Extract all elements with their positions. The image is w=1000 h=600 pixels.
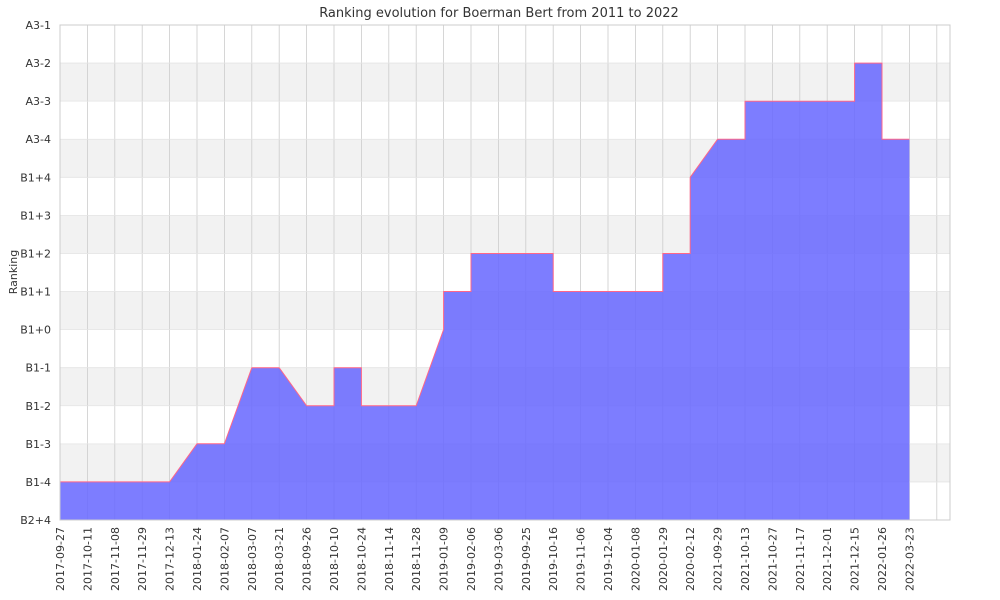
x-tick-label: 2021-09-29 <box>712 527 725 591</box>
x-tick-label: 2021-10-27 <box>766 527 779 591</box>
x-tick-label: 2021-10-13 <box>739 527 752 591</box>
chart-title: Ranking evolution for Boerman Bert from … <box>319 6 679 21</box>
x-tick-label: 2019-01-09 <box>438 527 451 591</box>
x-tick-label: 2017-09-27 <box>54 527 67 591</box>
x-tick-label: 2020-01-29 <box>657 527 670 591</box>
x-tick-label: 2018-03-07 <box>246 527 259 591</box>
band-row <box>60 63 950 102</box>
x-tick-label: 2018-11-28 <box>410 527 423 591</box>
x-tick-label: 2017-12-13 <box>164 527 177 591</box>
y-tick-label: A3-4 <box>26 133 52 146</box>
x-tick-label: 2018-02-07 <box>218 527 231 591</box>
x-tick-label: 2018-09-26 <box>301 527 314 591</box>
x-tick-label: 2020-01-08 <box>629 527 642 591</box>
plot-border <box>59 24 951 521</box>
x-tick-label: 2019-10-16 <box>547 527 560 591</box>
x-tick-label: 2019-03-06 <box>492 527 505 591</box>
y-tick-label: B1-1 <box>25 362 51 375</box>
x-tick-label: 2019-09-25 <box>520 527 533 591</box>
y-tick-label: B1+3 <box>20 209 51 222</box>
y-axis-ticks: B2+4 B1-4 B1-3 B1-2 B1-1 B1+0 B1+1 B1+2 B1+3 B1+4… <box>20 19 51 527</box>
ranking-area <box>60 63 910 520</box>
x-tick-label: 2018-01-24 <box>191 527 204 591</box>
y-tick-label: B1-4 <box>25 476 51 489</box>
x-tick-label: 2018-10-24 <box>355 527 368 591</box>
y-tick-label: B1-3 <box>25 438 51 451</box>
x-tick-label: 2017-11-29 <box>136 527 149 591</box>
x-axis-ticks: 2017-09-27 2017-10-11 2017-11-08 2017-11-29… <box>54 527 916 591</box>
y-tick-label: B1-2 <box>25 400 51 413</box>
x-tick-label: 2022-01-26 <box>876 527 889 591</box>
x-tick-label: 2021-12-01 <box>821 527 834 591</box>
y-tick-label: B1+4 <box>20 171 51 184</box>
x-tick-label: 2020-02-12 <box>684 527 697 591</box>
x-tick-label: 2018-11-14 <box>383 527 396 591</box>
y-tick-label: B2+4 <box>20 514 51 527</box>
x-tick-label: 2022-03-23 <box>903 527 916 591</box>
y-tick-label: A3-3 <box>26 95 52 108</box>
x-tick-label: 2018-10-10 <box>328 527 341 591</box>
x-tick-label: 2019-12-04 <box>602 527 615 591</box>
ranking-line <box>60 62 910 483</box>
x-tick-label: 2021-12-15 <box>849 527 862 591</box>
y-tick-label: B1+1 <box>20 286 51 299</box>
y-axis-label: Ranking <box>7 250 20 295</box>
y-tick-label: A3-1 <box>26 19 52 32</box>
y-tick-label: B1+0 <box>20 324 51 337</box>
y-tick-label: A3-2 <box>26 57 52 70</box>
x-tick-label: 2018-03-21 <box>273 527 286 591</box>
x-tick-label: 2017-11-08 <box>109 527 122 591</box>
x-tick-label: 2019-02-06 <box>465 527 478 591</box>
area-layer <box>60 62 910 520</box>
x-tick-label: 2017-10-11 <box>81 527 94 591</box>
y-tick-label: B1+2 <box>20 247 51 260</box>
x-tick-label: 2021-11-17 <box>794 527 807 591</box>
x-tick-label: 2019-11-06 <box>575 527 588 591</box>
